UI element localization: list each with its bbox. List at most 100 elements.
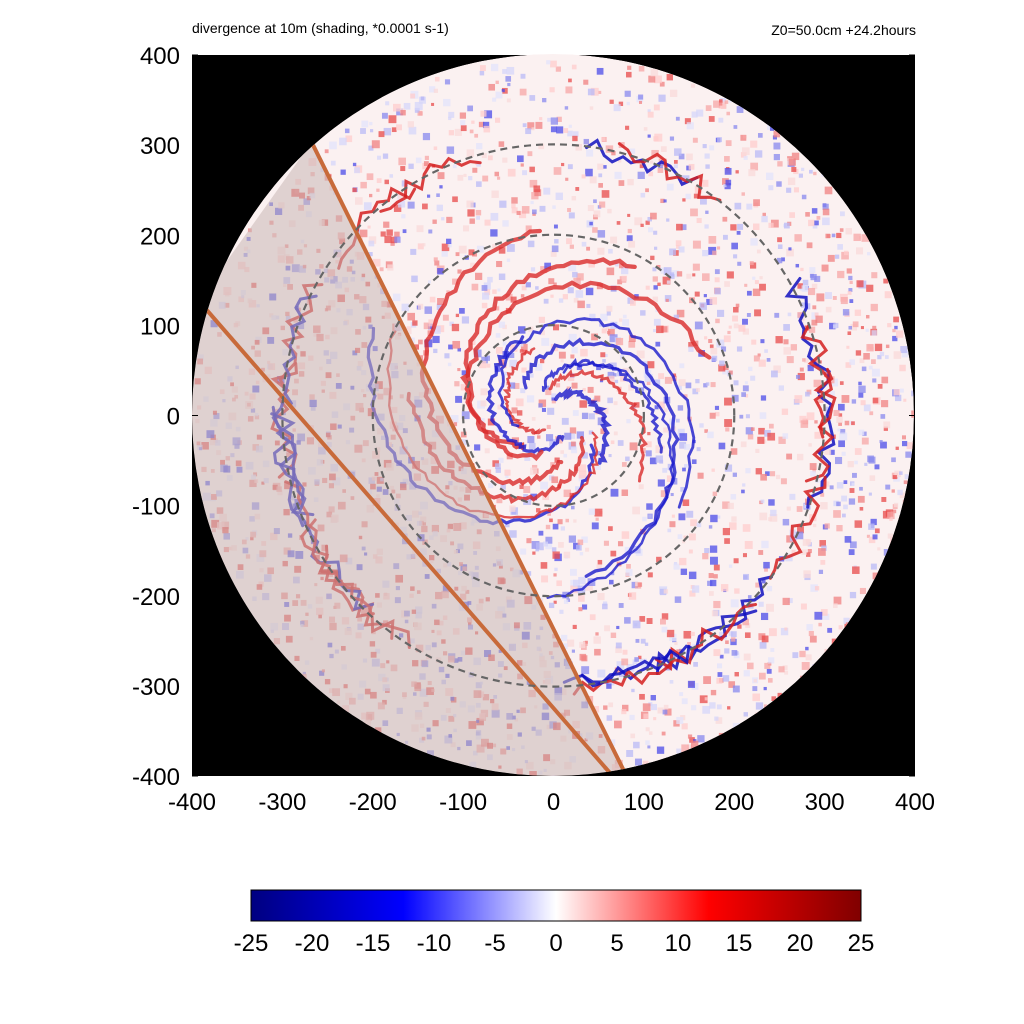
field-speck: [673, 314, 679, 320]
field-speck: [725, 179, 732, 186]
field-speck: [893, 351, 902, 359]
field-speck: [684, 118, 691, 125]
field-speck: [594, 648, 601, 656]
field-speck: [731, 650, 738, 656]
field-speck: [437, 172, 445, 180]
field-speck: [671, 270, 679, 278]
field-speck: [467, 209, 475, 217]
field-speck: [484, 355, 490, 361]
field-speck: [742, 318, 748, 325]
field-speck: [808, 219, 815, 227]
field-speck: [866, 314, 870, 319]
field-speck: [541, 407, 546, 412]
field-speck: [511, 407, 518, 414]
field-speck: [476, 143, 483, 150]
field-speck: [741, 392, 746, 397]
field-speck: [669, 521, 676, 528]
field-speck: [776, 257, 783, 264]
field-speck: [709, 297, 718, 305]
field-speck: [844, 250, 849, 256]
field-speck: [640, 638, 646, 644]
field-speck: [597, 163, 604, 170]
field-speck: [669, 274, 675, 279]
field-speck: [407, 312, 416, 321]
field-speck: [506, 258, 511, 262]
y-tick-label: 400: [140, 43, 180, 70]
field-speck: [568, 212, 575, 219]
field-speck: [805, 646, 809, 651]
field-speck: [521, 206, 530, 214]
field-speck: [881, 496, 887, 502]
field-speck: [571, 505, 575, 510]
field-speck: [852, 472, 857, 478]
field-speck: [760, 499, 765, 504]
field-speck: [518, 211, 527, 219]
field-speck: [801, 285, 809, 292]
field-speck: [539, 330, 545, 336]
field-speck: [619, 355, 625, 360]
field-speck: [441, 243, 450, 252]
field-speck: [814, 611, 823, 620]
field-speck: [485, 469, 492, 476]
field-speck: [903, 398, 907, 402]
field-speck: [472, 167, 478, 173]
field-speck: [629, 714, 635, 721]
field-speck: [540, 481, 549, 490]
field-speck: [815, 315, 823, 323]
field-speck: [527, 122, 535, 130]
field-speck: [714, 716, 719, 721]
field-speck: [498, 273, 506, 280]
field-speck: [591, 522, 599, 530]
field-speck: [526, 395, 535, 403]
field-speck: [728, 681, 736, 688]
field-speck: [532, 451, 539, 458]
field-speck: [679, 692, 684, 697]
field-speck: [549, 518, 553, 523]
field-speck: [722, 501, 730, 509]
field-speck: [572, 624, 577, 629]
field-speck: [546, 60, 551, 65]
field-speck: [769, 126, 775, 131]
field-speck: [690, 208, 698, 217]
field-speck: [761, 540, 769, 549]
field-speck: [795, 374, 800, 379]
field-speck: [572, 271, 578, 278]
field-speck: [593, 210, 601, 218]
field-speck: [444, 353, 450, 359]
field-speck: [378, 131, 385, 138]
field-speck: [836, 482, 844, 489]
field-speck: [653, 318, 661, 326]
field-speck: [645, 450, 652, 457]
field-speck: [502, 69, 508, 74]
field-speck: [660, 146, 667, 152]
field-speck: [513, 382, 520, 390]
field-speck: [588, 684, 593, 689]
field-speck: [476, 245, 484, 253]
field-speck: [719, 360, 725, 367]
field-speck: [803, 570, 811, 578]
field-speck: [682, 198, 686, 202]
field-speck: [726, 271, 734, 279]
field-speck: [864, 462, 868, 466]
field-speck: [560, 450, 564, 454]
field-filament: [460, 257, 637, 450]
field-speck: [662, 276, 671, 285]
field-speck: [544, 262, 552, 270]
field-speck: [579, 551, 584, 556]
field-speck: [522, 349, 527, 354]
field-speck: [778, 666, 785, 673]
field-speck: [710, 689, 717, 696]
field-speck: [541, 575, 549, 583]
field-speck: [723, 364, 729, 371]
field-speck: [767, 678, 773, 683]
field-speck: [495, 117, 501, 123]
field-speck: [471, 120, 475, 124]
field-speck: [597, 669, 606, 678]
field-speck: [650, 160, 654, 164]
field-speck: [899, 492, 906, 499]
field-speck: [820, 492, 825, 497]
field-speck: [645, 740, 650, 745]
field-speck: [476, 215, 480, 220]
field-speck: [575, 144, 583, 151]
field-speck: [553, 282, 557, 286]
